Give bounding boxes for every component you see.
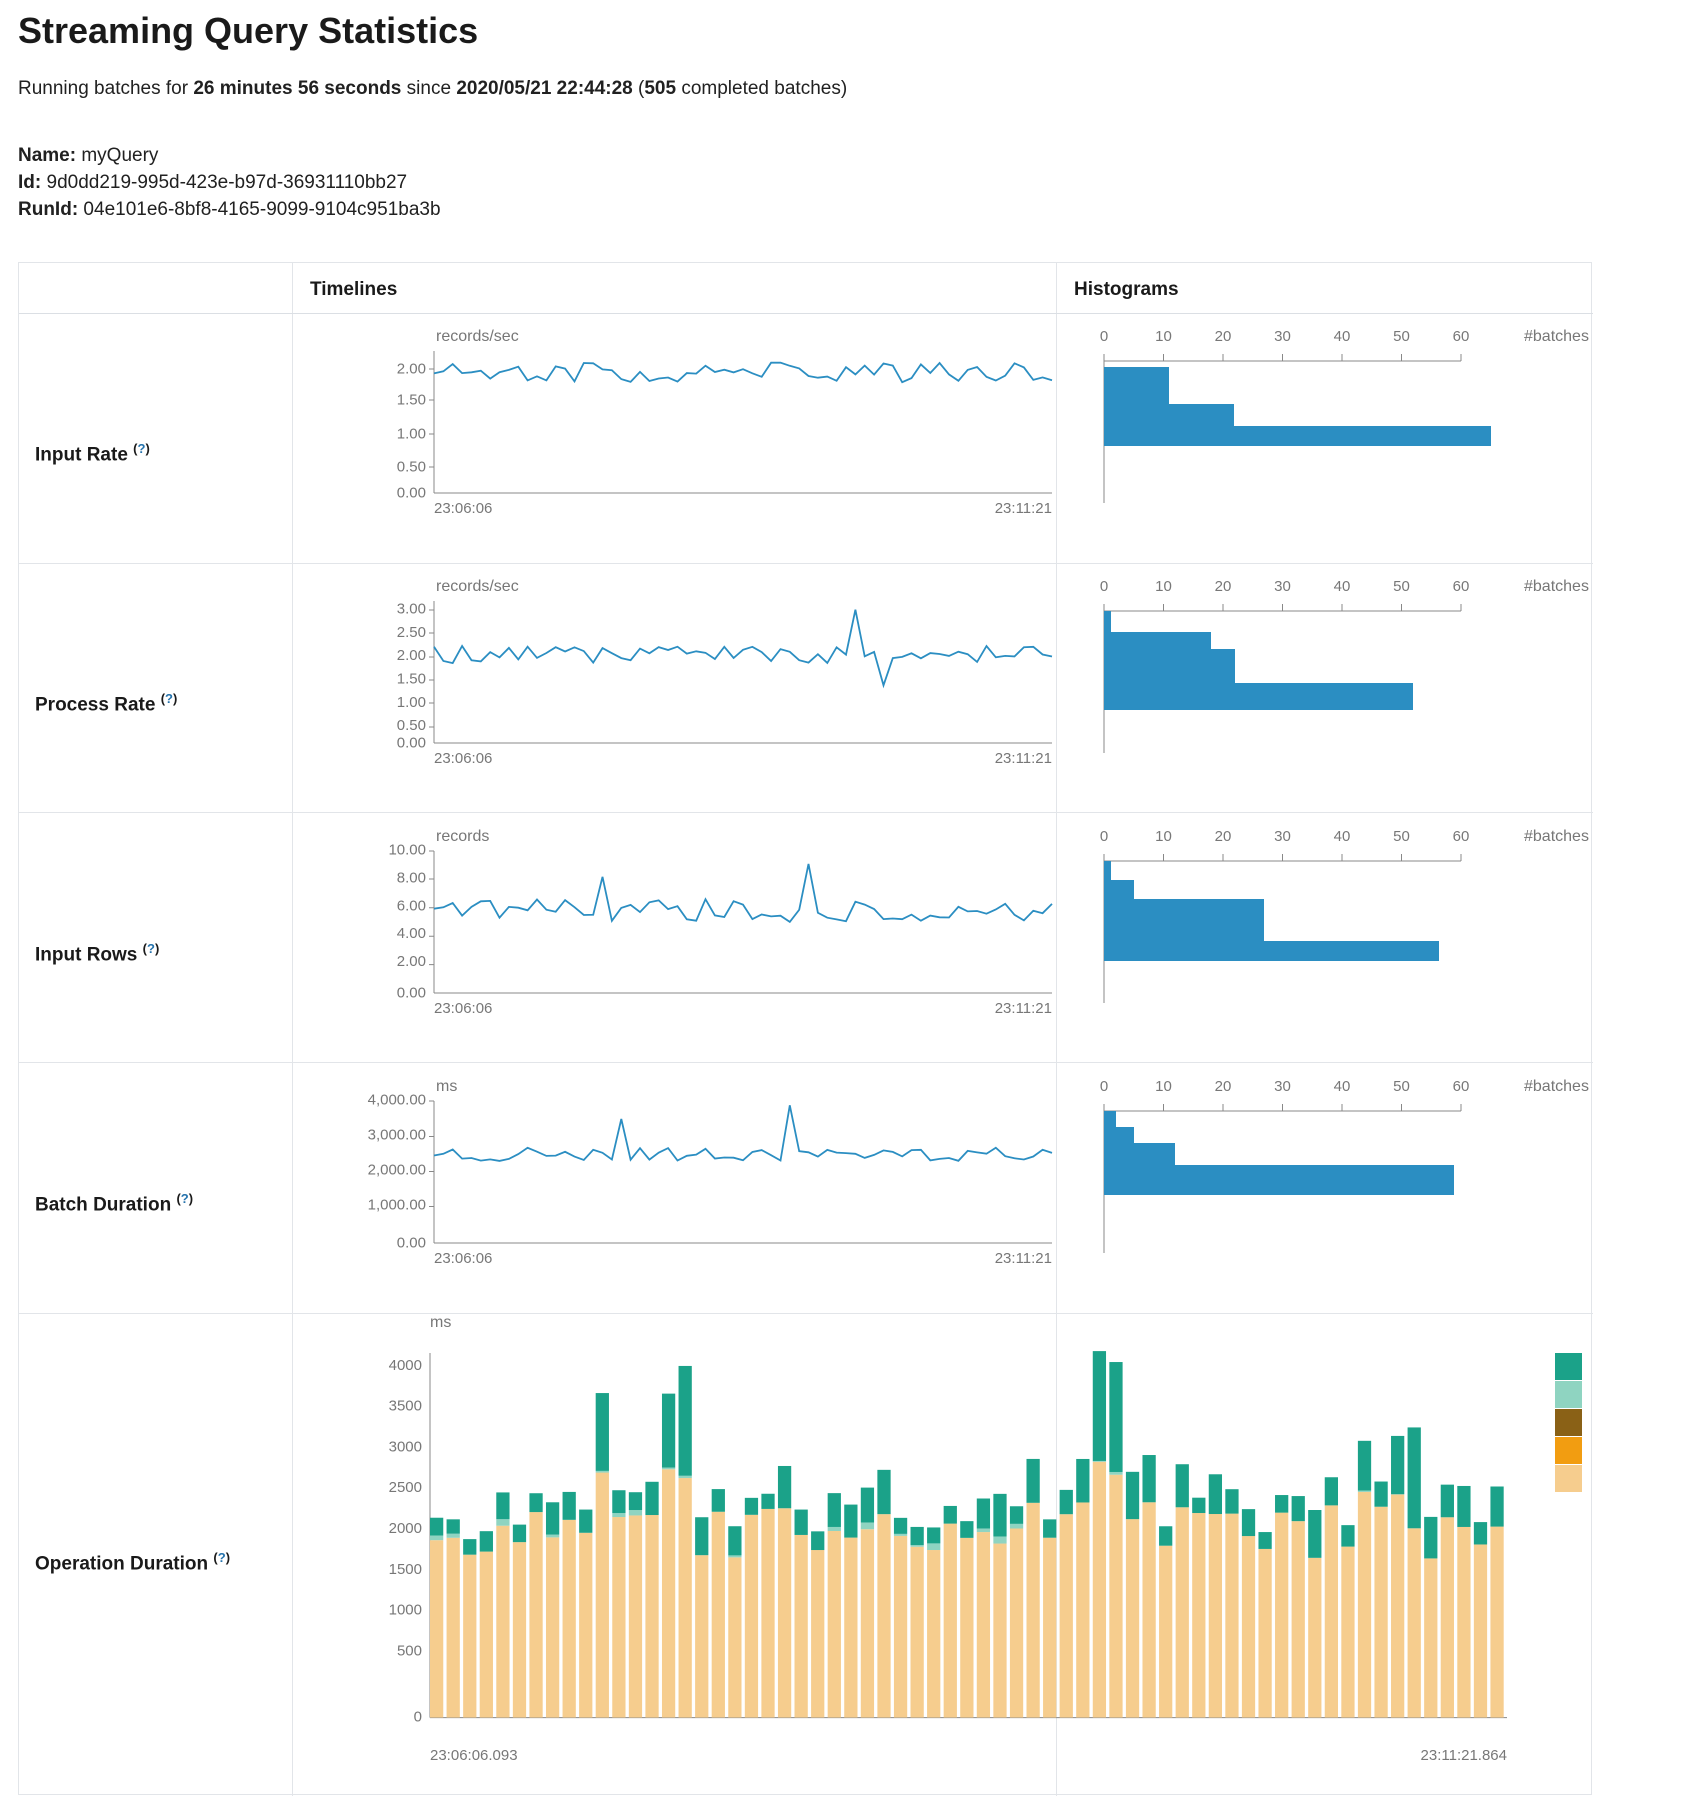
svg-text:30: 30 xyxy=(1274,578,1291,595)
svg-text:23:06:06: 23:06:06 xyxy=(434,1250,492,1267)
svg-text:1,000.00: 1,000.00 xyxy=(368,1197,426,1214)
svg-text:40: 40 xyxy=(1334,828,1351,845)
svg-text:500: 500 xyxy=(397,1642,422,1659)
svg-text:1500: 1500 xyxy=(389,1561,422,1578)
svg-text:3,000.00: 3,000.00 xyxy=(368,1127,426,1144)
svg-text:4,000.00: 4,000.00 xyxy=(368,1092,426,1109)
svg-text:0.50: 0.50 xyxy=(397,717,426,734)
svg-text:60: 60 xyxy=(1453,828,1470,845)
svg-text:30: 30 xyxy=(1274,1078,1291,1095)
svg-text:10: 10 xyxy=(1155,1078,1172,1095)
svg-text:8.00: 8.00 xyxy=(397,869,426,886)
svg-text:23:11:21: 23:11:21 xyxy=(995,500,1052,517)
svg-text:2000: 2000 xyxy=(389,1520,422,1537)
svg-text:1000: 1000 xyxy=(389,1602,422,1619)
svg-text:10.00: 10.00 xyxy=(388,842,426,859)
svg-text:23:06:06: 23:06:06 xyxy=(434,500,492,517)
svg-text:records/sec: records/sec xyxy=(436,328,519,345)
svg-text:0: 0 xyxy=(1100,828,1108,845)
svg-text:#batches: #batches xyxy=(1524,828,1589,845)
svg-text:ms: ms xyxy=(436,1078,457,1095)
svg-text:0.00: 0.00 xyxy=(397,1234,426,1251)
svg-text:4.00: 4.00 xyxy=(397,925,426,942)
svg-text:3500: 3500 xyxy=(389,1398,422,1415)
svg-text:50: 50 xyxy=(1393,328,1410,345)
svg-text:1.00: 1.00 xyxy=(397,694,426,711)
svg-text:23:11:21.864: 23:11:21.864 xyxy=(1421,1747,1507,1764)
svg-text:0: 0 xyxy=(414,1709,422,1726)
svg-text:2.00: 2.00 xyxy=(397,647,426,664)
svg-text:0: 0 xyxy=(1100,1078,1108,1095)
svg-text:30: 30 xyxy=(1274,828,1291,845)
svg-text:23:11:21: 23:11:21 xyxy=(995,750,1052,767)
svg-text:10: 10 xyxy=(1155,578,1172,595)
svg-text:0.00: 0.00 xyxy=(397,984,426,1001)
svg-text:1.00: 1.00 xyxy=(397,425,426,442)
svg-text:2.00: 2.00 xyxy=(397,953,426,970)
svg-text:2.00: 2.00 xyxy=(397,360,426,377)
svg-text:60: 60 xyxy=(1453,328,1470,345)
svg-text:23:11:21: 23:11:21 xyxy=(995,1000,1052,1017)
svg-text:23:06:06: 23:06:06 xyxy=(434,1000,492,1017)
svg-text:0.50: 0.50 xyxy=(397,458,426,475)
svg-text:40: 40 xyxy=(1334,1078,1351,1095)
svg-text:20: 20 xyxy=(1215,328,1232,345)
svg-text:2,000.00: 2,000.00 xyxy=(368,1162,426,1179)
svg-text:23:06:06: 23:06:06 xyxy=(434,750,492,767)
svg-text:#batches: #batches xyxy=(1524,578,1589,595)
svg-text:60: 60 xyxy=(1453,1078,1470,1095)
svg-text:0: 0 xyxy=(1100,328,1108,345)
svg-text:40: 40 xyxy=(1334,578,1351,595)
svg-text:50: 50 xyxy=(1393,578,1410,595)
svg-text:ms: ms xyxy=(430,1314,451,1331)
svg-text:20: 20 xyxy=(1215,1078,1232,1095)
svg-text:50: 50 xyxy=(1393,828,1410,845)
svg-text:0.00: 0.00 xyxy=(397,734,426,751)
svg-text:23:11:21: 23:11:21 xyxy=(995,1250,1052,1267)
svg-text:20: 20 xyxy=(1215,828,1232,845)
svg-text:4000: 4000 xyxy=(389,1357,422,1374)
svg-text:records: records xyxy=(436,828,489,845)
svg-text:10: 10 xyxy=(1155,328,1172,345)
svg-text:2500: 2500 xyxy=(389,1479,422,1496)
svg-text:6.00: 6.00 xyxy=(397,897,426,914)
svg-text:20: 20 xyxy=(1215,578,1232,595)
svg-text:1.50: 1.50 xyxy=(397,391,426,408)
svg-text:50: 50 xyxy=(1393,1078,1410,1095)
svg-text:3000: 3000 xyxy=(389,1438,422,1455)
svg-text:#batches: #batches xyxy=(1524,328,1589,345)
svg-text:3.00: 3.00 xyxy=(397,601,426,618)
svg-text:40: 40 xyxy=(1334,328,1351,345)
svg-text:0: 0 xyxy=(1100,578,1108,595)
svg-text:1.50: 1.50 xyxy=(397,671,426,688)
svg-text:0.00: 0.00 xyxy=(397,484,426,501)
svg-text:60: 60 xyxy=(1453,578,1470,595)
svg-text:30: 30 xyxy=(1274,328,1291,345)
svg-text:#batches: #batches xyxy=(1524,1078,1589,1095)
svg-text:23:06:06.093: 23:06:06.093 xyxy=(430,1747,518,1764)
svg-text:2.50: 2.50 xyxy=(397,624,426,641)
svg-text:records/sec: records/sec xyxy=(436,578,519,595)
svg-text:10: 10 xyxy=(1155,828,1172,845)
